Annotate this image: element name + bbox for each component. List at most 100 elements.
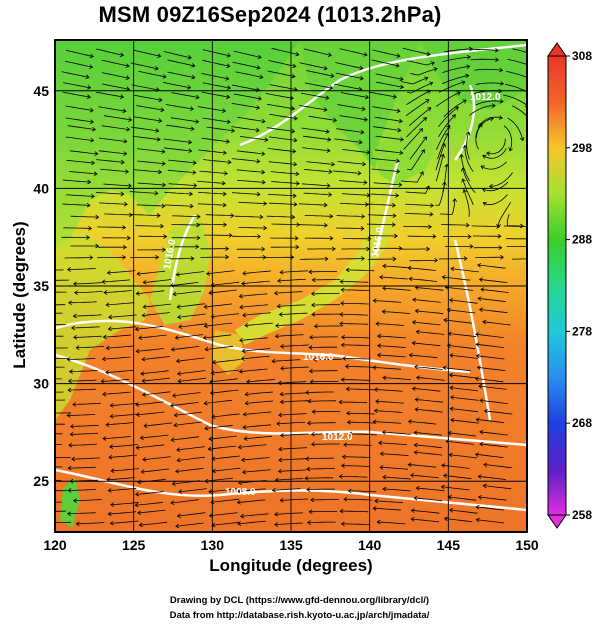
streamline xyxy=(240,457,270,463)
streamline xyxy=(103,115,133,122)
streamline xyxy=(476,365,506,371)
streamline xyxy=(339,279,369,284)
streamline xyxy=(506,238,527,240)
streamline xyxy=(232,234,262,239)
streamline xyxy=(72,498,102,503)
streamline xyxy=(505,83,527,93)
streamline xyxy=(237,520,266,526)
streamline xyxy=(65,117,95,124)
streamline xyxy=(101,83,130,92)
streamline xyxy=(67,378,97,384)
y-tick-label: 45 xyxy=(33,83,49,99)
streamline xyxy=(197,106,227,113)
colorbar-tick-label: 298 xyxy=(572,141,592,155)
streamline xyxy=(367,256,397,262)
streamline xyxy=(142,279,172,285)
streamline xyxy=(210,498,239,505)
streamline xyxy=(236,150,266,157)
streamline xyxy=(407,265,437,271)
streamline xyxy=(105,345,135,351)
streamline xyxy=(444,46,473,53)
streamline xyxy=(308,509,338,515)
streamline xyxy=(343,496,373,502)
streamline xyxy=(475,342,504,348)
colorbar-tick-label: 268 xyxy=(572,416,592,430)
streamline xyxy=(450,266,479,273)
streamline xyxy=(176,303,206,310)
plot-frame xyxy=(54,39,528,533)
streamline xyxy=(75,345,105,350)
streamline xyxy=(203,303,233,310)
streamline xyxy=(449,406,479,413)
streamline xyxy=(201,137,231,144)
streamline xyxy=(106,270,136,276)
streamline xyxy=(96,159,125,165)
streamline xyxy=(306,520,336,525)
colorbar-tick-label: 308 xyxy=(572,49,592,63)
streamline xyxy=(137,182,167,188)
streamline xyxy=(462,188,470,217)
streamline xyxy=(373,245,403,251)
streamline xyxy=(55,304,66,306)
streamline xyxy=(65,136,95,143)
streamline xyxy=(488,172,513,189)
streamline xyxy=(307,246,336,252)
streamline xyxy=(308,345,338,350)
streamline xyxy=(108,314,137,320)
streamline xyxy=(450,395,479,401)
streamline xyxy=(174,467,204,474)
streamline xyxy=(375,399,404,404)
streamline xyxy=(241,280,270,286)
streamline xyxy=(376,352,406,358)
streamline xyxy=(435,124,451,150)
streamline xyxy=(266,127,296,134)
streamline xyxy=(274,333,304,339)
streamline xyxy=(472,233,502,239)
streamline xyxy=(134,325,164,332)
streamline xyxy=(311,409,341,415)
streamline xyxy=(444,244,474,249)
streamline xyxy=(274,522,303,527)
streamline xyxy=(306,487,335,492)
streamline xyxy=(410,508,440,514)
streamline xyxy=(377,343,406,349)
streamline xyxy=(401,246,431,252)
sakhalin-region xyxy=(300,40,420,170)
streamline xyxy=(279,399,309,405)
isobar-label: 1012.0 xyxy=(322,432,353,443)
streamline xyxy=(134,501,164,508)
streamline xyxy=(477,494,507,501)
streamline xyxy=(274,511,303,517)
streamline xyxy=(374,149,404,156)
streamline xyxy=(334,138,363,145)
streamline xyxy=(55,444,62,445)
streamline xyxy=(176,446,205,452)
streamline xyxy=(205,213,235,218)
streamline xyxy=(446,307,476,314)
streamline xyxy=(401,171,424,183)
streamline xyxy=(381,430,411,435)
x-tick-label: 150 xyxy=(515,537,539,553)
streamline xyxy=(412,297,441,303)
streamline xyxy=(135,411,165,417)
streamline xyxy=(410,517,440,523)
credit-line-1: Drawing by DCL (https://www.gfd-dennou.o… xyxy=(169,595,430,606)
streamline xyxy=(379,274,408,280)
streamline xyxy=(475,504,504,511)
streamline xyxy=(67,300,97,306)
streamline xyxy=(462,144,474,172)
streamline xyxy=(100,168,130,174)
streamline xyxy=(167,71,196,80)
streamline xyxy=(238,225,268,231)
streamline xyxy=(480,287,509,293)
streamline xyxy=(346,419,376,425)
streamline xyxy=(371,168,401,174)
streamline xyxy=(478,384,507,390)
streamline xyxy=(475,254,505,260)
y-tick-label: 40 xyxy=(33,180,49,196)
streamline xyxy=(375,73,404,82)
streamline xyxy=(339,48,368,57)
streamline xyxy=(278,457,307,463)
streamline xyxy=(305,456,334,462)
streamline xyxy=(69,171,98,177)
